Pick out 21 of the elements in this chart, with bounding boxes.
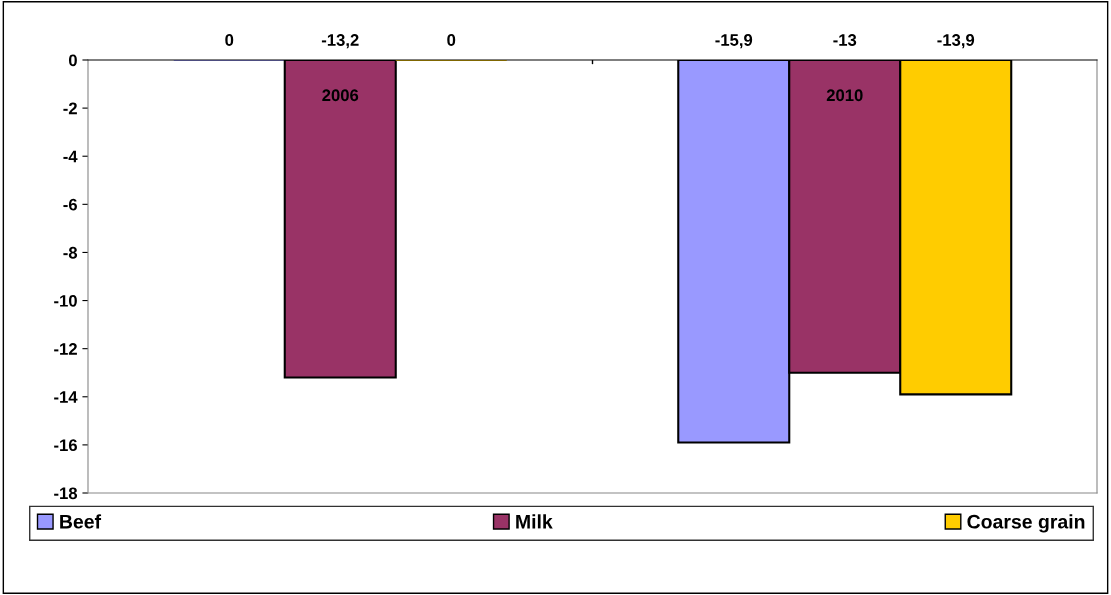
data-label: -13,9 [937, 34, 975, 49]
data-label: -13,2 [321, 34, 359, 49]
legend-label: Coarse grain [967, 514, 1085, 533]
x-tick-label: 2006 [322, 89, 359, 102]
data-label: 0 [447, 34, 456, 46]
y-tick-label: -14 [54, 391, 78, 403]
data-label: 0 [225, 34, 234, 46]
legend-label: Milk [516, 514, 553, 529]
x-tick-label: 2010 [826, 89, 863, 102]
legend-label: Beef [60, 514, 102, 529]
y-tick-label: -10 [54, 294, 77, 307]
y-tick-label: -2 [63, 102, 77, 115]
data-label: -13 [833, 34, 857, 46]
y-tick-label: -18 [54, 487, 78, 500]
y-tick-label: -12 [54, 343, 77, 355]
y-tick-label: -6 [63, 198, 77, 211]
y-tick-label: -16 [54, 439, 77, 452]
y-tick-label: 0 [68, 54, 77, 67]
data-label: -15,9 [715, 34, 753, 49]
y-tick-label: -4 [63, 150, 78, 163]
y-tick-label: -8 [63, 246, 78, 259]
